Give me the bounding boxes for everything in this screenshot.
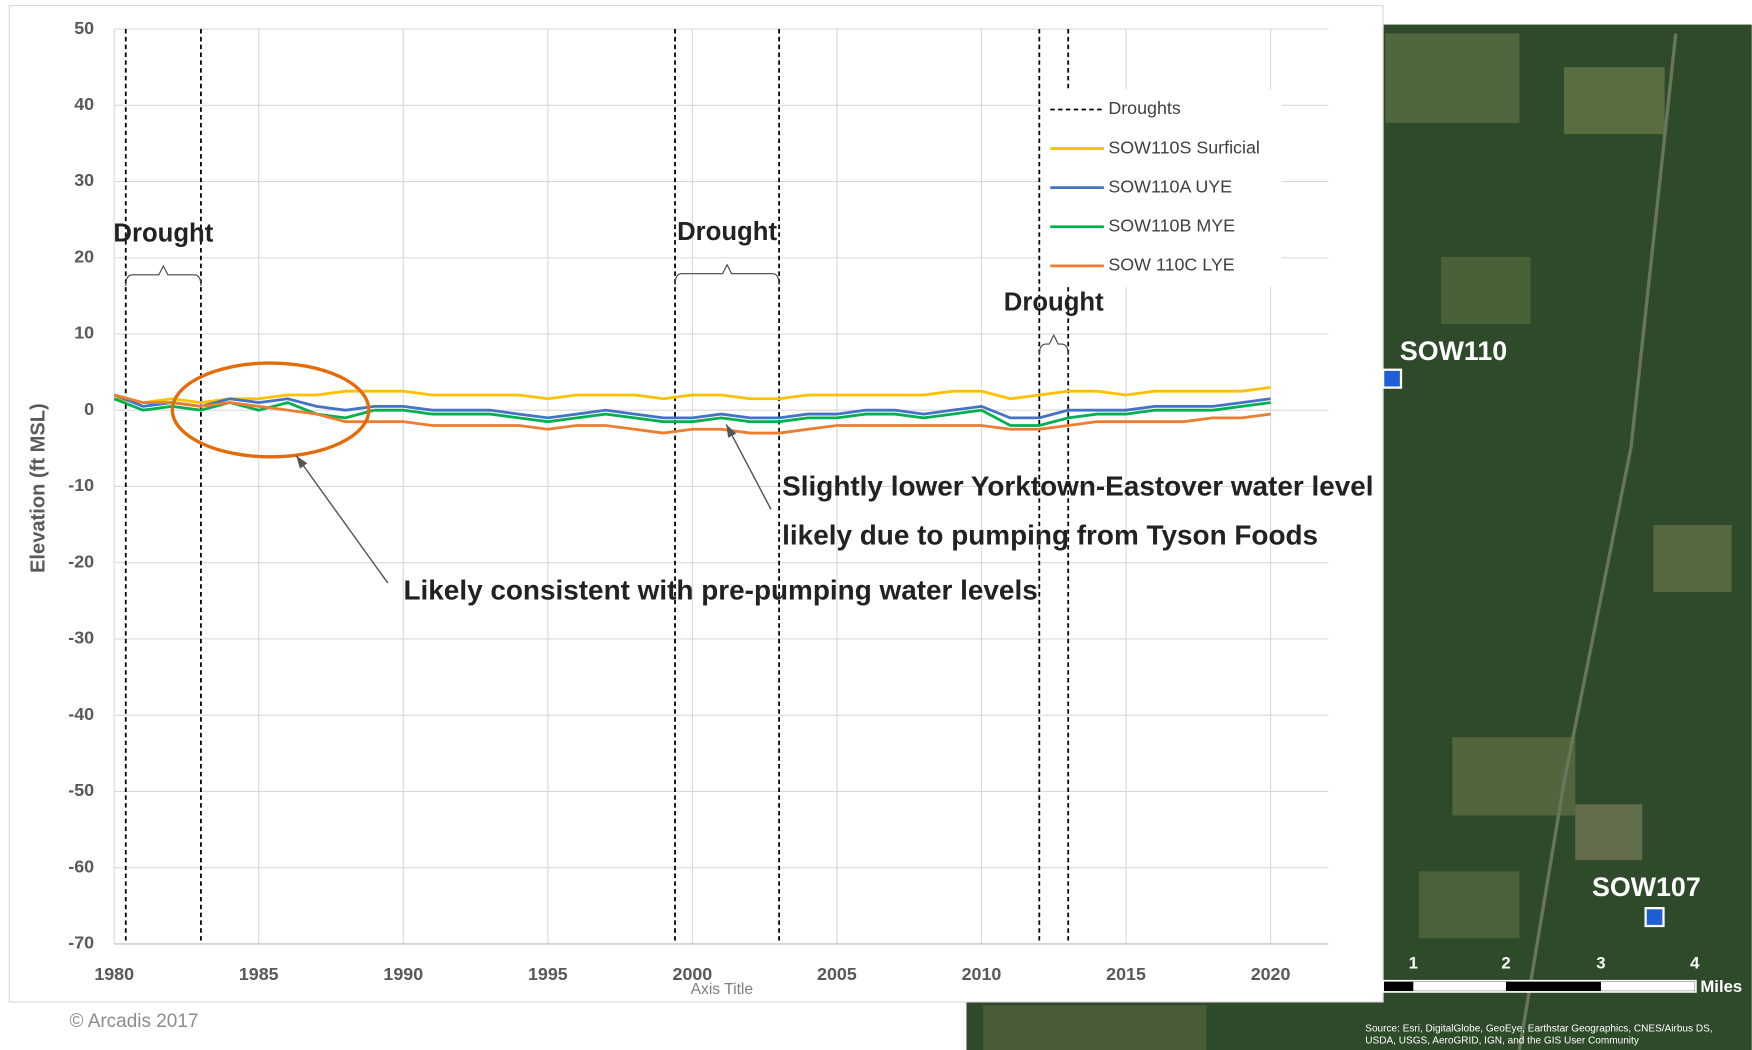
x-axis-title: Axis Title	[691, 981, 754, 998]
y-tick-label: 30	[74, 170, 94, 190]
scale-label: 4	[1690, 953, 1700, 972]
scale-label: 3	[1596, 953, 1605, 972]
y-tick-label: 10	[74, 323, 94, 343]
y-axis-title: Elevation (ft MSL)	[28, 403, 50, 573]
annotation: likely due to pumping from Tyson Foods	[782, 520, 1318, 551]
scale-label: 2	[1501, 953, 1510, 972]
legend-label: SOW110S Surficial	[1108, 137, 1260, 157]
well-marker	[1646, 908, 1664, 926]
legend-label: SOW110B MYE	[1108, 215, 1235, 235]
y-tick-label: -60	[68, 856, 94, 876]
x-tick-label: 2010	[962, 964, 1002, 984]
y-tick-label: 20	[74, 246, 94, 266]
scale-segment	[1413, 982, 1506, 991]
drought-label: Drought	[1004, 289, 1104, 317]
scale-segment	[1601, 982, 1695, 991]
legend-label: SOW 110C LYE	[1108, 255, 1234, 275]
y-tick-label: 40	[74, 94, 94, 114]
page: © Arcadis 2017 -70 -60 -50 -40 -30 -20 -10 0 10 2…	[0, 0, 1752, 1050]
legend-label: Droughts	[1108, 98, 1181, 118]
x-tick-label: 1990	[383, 964, 423, 984]
map-source: Source: Esri, DigitalGlobe, GeoEye, Eart…	[1365, 1023, 1712, 1034]
drought-label: Drought	[113, 219, 213, 247]
footer: © Arcadis 2017	[70, 1011, 199, 1032]
well-marker	[1383, 370, 1401, 388]
x-tick-label: 1995	[528, 964, 568, 984]
x-tick-label: 1980	[94, 964, 134, 984]
slide: © Arcadis 2017 -70 -60 -50 -40 -30 -20 -10 0 10 2…	[0, 0, 1752, 1050]
y-tick-label: -70	[68, 933, 94, 953]
y-tick-label: -50	[68, 780, 94, 800]
annotation: Slightly lower Yorktown-Eastover water l…	[782, 471, 1373, 502]
legend-label: SOW110A UYE	[1108, 176, 1232, 196]
y-tick-label: -10	[68, 475, 94, 495]
y-tick-label: -30	[68, 628, 94, 648]
y-tick-label: 0	[84, 399, 94, 419]
x-tick-label: 1985	[239, 964, 279, 984]
well-label: SOW110	[1400, 336, 1507, 366]
scale-label: 1	[1409, 953, 1418, 972]
well-label: SOW107	[1592, 872, 1701, 902]
x-tick-label: 2020	[1251, 964, 1291, 984]
annotation: Likely consistent with pre-pumping water…	[404, 574, 1038, 605]
y-tick-label: -40	[68, 704, 94, 724]
drought-label: Drought	[677, 218, 777, 246]
scale-unit: Miles	[1700, 977, 1742, 996]
x-tick-label: 2005	[817, 964, 857, 984]
y-tick-label: -20	[68, 551, 94, 571]
map-source: USDA, USGS, AeroGRID, IGN, and the GIS U…	[1365, 1036, 1639, 1047]
x-tick-label: 2015	[1106, 964, 1146, 984]
y-tick-label: 50	[74, 18, 94, 38]
